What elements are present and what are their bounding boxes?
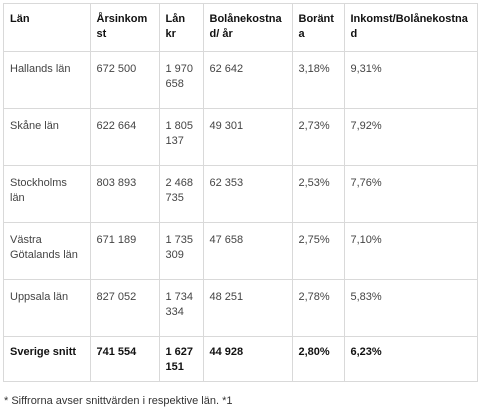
cell-boranta: 2,75% bbox=[292, 222, 345, 280]
cell-inkomst-bolanekostnad: 5,83% bbox=[344, 279, 477, 337]
table-row: Skåne län 622 664 1 805 137 49 301 2,73%… bbox=[4, 108, 477, 166]
cell-boranta: 2,78% bbox=[292, 279, 345, 337]
cell-lan: Skåne län bbox=[4, 108, 91, 166]
cell-lan-kr: 1 970 658 bbox=[159, 51, 204, 109]
cell-inkomst-bolanekostnad: 9,31% bbox=[344, 51, 477, 109]
cell-boranta: 3,18% bbox=[292, 51, 345, 109]
header-lan-kr: Lån kr bbox=[159, 4, 204, 52]
cell-bolanekostnad: 48 251 bbox=[203, 279, 293, 337]
cell-inkomst-bolanekostnad: 7,10% bbox=[344, 222, 477, 280]
cell-lan-kr: 1 735 309 bbox=[159, 222, 204, 280]
cell-lan: Västra Götalands län bbox=[4, 222, 91, 280]
cell-arsinkomst: 672 500 bbox=[90, 51, 160, 109]
total-arsinkomst: 741 554 bbox=[90, 336, 160, 381]
cell-boranta: 2,73% bbox=[292, 108, 345, 166]
cell-inkomst-bolanekostnad: 7,76% bbox=[344, 165, 477, 223]
cell-arsinkomst: 671 189 bbox=[90, 222, 160, 280]
header-arsinkomst: Årsinkomst bbox=[90, 4, 160, 52]
header-bolanekostnad: Bolånekostnad/ år bbox=[203, 4, 293, 52]
cell-lan: Uppsala län bbox=[4, 279, 91, 337]
table-row: Hallands län 672 500 1 970 658 62 642 3,… bbox=[4, 51, 477, 109]
cell-boranta: 2,53% bbox=[292, 165, 345, 223]
cell-lan: Hallands län bbox=[4, 51, 91, 109]
cell-arsinkomst: 803 893 bbox=[90, 165, 160, 223]
total-bolanekostnad: 44 928 bbox=[203, 336, 293, 381]
cell-lan-kr: 2 468 735 bbox=[159, 165, 204, 223]
table-row: Stockholms län 803 893 2 468 735 62 353 … bbox=[4, 165, 477, 223]
data-table-container: Län Årsinkomst Lån kr Bolånekostnad/ år … bbox=[3, 3, 478, 382]
cell-lan: Stockholms län bbox=[4, 165, 91, 223]
cell-bolanekostnad: 47 658 bbox=[203, 222, 293, 280]
cell-lan-kr: 1 805 137 bbox=[159, 108, 204, 166]
cell-bolanekostnad: 62 642 bbox=[203, 51, 293, 109]
total-lan: Sverige snitt bbox=[4, 336, 91, 381]
cell-inkomst-bolanekostnad: 7,92% bbox=[344, 108, 477, 166]
total-boranta: 2,80% bbox=[292, 336, 345, 381]
total-inkomst-bolanekostnad: 6,23% bbox=[350, 345, 382, 358]
header-lan: Län bbox=[4, 4, 91, 52]
income-mortgage-table: Län Årsinkomst Lån kr Bolånekostnad/ år … bbox=[4, 4, 477, 381]
table-header-row: Län Årsinkomst Lån kr Bolånekostnad/ år … bbox=[4, 4, 477, 52]
header-inkomst-bolanekostnad: Inkomst/Bolånekostnad bbox=[344, 4, 477, 52]
cell-bolanekostnad: 62 353 bbox=[203, 165, 293, 223]
total-lan-kr: 1 627 151 bbox=[159, 336, 204, 381]
header-boranta: Boränta bbox=[292, 4, 345, 52]
cell-lan-kr: 1 734 334 bbox=[159, 279, 204, 337]
table-row: Västra Götalands län 671 189 1 735 309 4… bbox=[4, 222, 477, 280]
footnote: * Siffrorna avser snittvärden i respekti… bbox=[4, 395, 233, 407]
cell-bolanekostnad: 49 301 bbox=[203, 108, 293, 166]
table-total-row: Sverige snitt 741 554 1 627 151 44 928 2… bbox=[4, 336, 477, 381]
table-row: Uppsala län 827 052 1 734 334 48 251 2,7… bbox=[4, 279, 477, 337]
cell-arsinkomst: 622 664 bbox=[90, 108, 160, 166]
cell-arsinkomst: 827 052 bbox=[90, 279, 160, 337]
